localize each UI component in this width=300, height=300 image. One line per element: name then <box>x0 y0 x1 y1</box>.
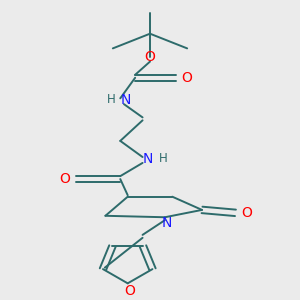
Text: H: H <box>106 93 116 106</box>
Text: O: O <box>182 71 193 85</box>
Text: N: N <box>121 93 131 107</box>
Text: N: N <box>143 152 153 166</box>
Text: O: O <box>59 172 70 186</box>
Text: O: O <box>145 50 155 64</box>
Text: N: N <box>161 215 172 230</box>
Text: O: O <box>124 284 135 298</box>
Text: H: H <box>159 152 167 165</box>
Text: O: O <box>241 206 252 220</box>
